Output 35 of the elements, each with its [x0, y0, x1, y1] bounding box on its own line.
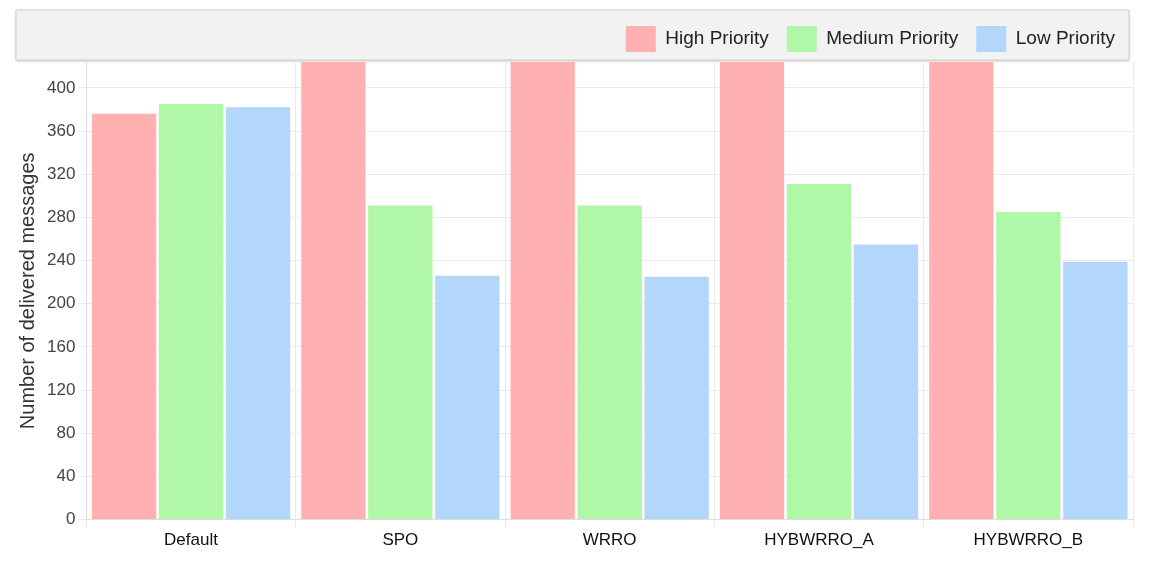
bar [996, 212, 1061, 520]
y-tick-label: 40 [56, 466, 76, 486]
x-tick-label: HYBWRRO_A [764, 530, 875, 550]
x-tick-label: WRRO [582, 530, 637, 550]
x-tick-label: Default [164, 530, 219, 550]
x-tick-label: SPO [382, 530, 419, 550]
bar [510, 62, 575, 520]
bar [158, 104, 224, 520]
bar [301, 62, 366, 520]
y-tick-label: 0 [65, 509, 76, 529]
y-tick-label: 200 [46, 293, 76, 313]
bar [719, 62, 785, 520]
bar [368, 205, 433, 520]
legend-label: Low Priority [1015, 27, 1116, 49]
bar [225, 107, 291, 520]
legend-label: High Priority [665, 27, 770, 49]
y-tick-label: 280 [46, 207, 76, 227]
y-tick-label: 80 [56, 422, 76, 442]
y-tick-label: 120 [46, 379, 76, 399]
y-tick-label: 240 [46, 250, 76, 270]
bar [577, 205, 642, 520]
bar [853, 244, 919, 520]
bar [644, 276, 709, 520]
bar [786, 183, 852, 520]
y-axis-title: Number of delivered messages [15, 152, 38, 430]
bar [1063, 261, 1128, 520]
x-tick-label: HYBWRRO_B [973, 530, 1084, 550]
y-tick-label: 360 [46, 120, 76, 140]
legend-label: Medium Priority [826, 27, 959, 49]
y-tick-label: 160 [46, 336, 76, 356]
y-tick-label: 400 [46, 77, 76, 97]
bar [435, 275, 500, 520]
bar [929, 62, 994, 520]
bar [91, 113, 157, 520]
y-tick-label: 320 [46, 163, 76, 183]
